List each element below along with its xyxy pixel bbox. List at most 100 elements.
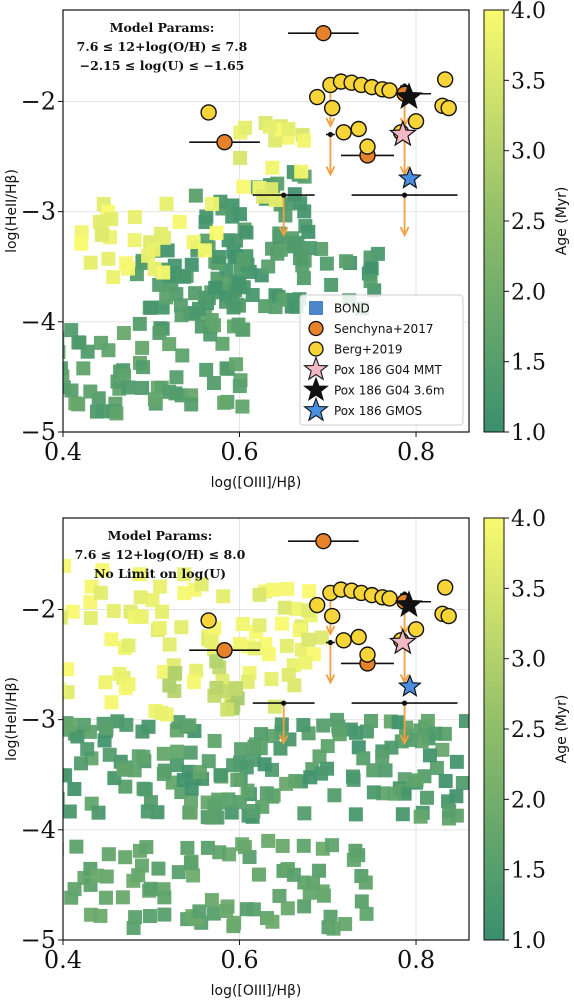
bond-model-square bbox=[207, 733, 222, 748]
bond-model-square bbox=[116, 762, 131, 777]
bond-models bbox=[63, 116, 385, 421]
bond-model-square bbox=[345, 769, 360, 784]
bond-model-square bbox=[213, 768, 228, 783]
bond-model-square bbox=[429, 760, 444, 775]
bond-model-square bbox=[268, 192, 283, 207]
bond-model-square bbox=[422, 748, 437, 763]
bond-model-square bbox=[139, 840, 154, 855]
bond-model-square bbox=[288, 601, 303, 616]
bond-model-square bbox=[303, 770, 318, 785]
bond-model-square bbox=[391, 715, 406, 730]
bond-model-square bbox=[296, 838, 311, 853]
bond-model-square bbox=[128, 910, 143, 925]
bond-model-square bbox=[403, 732, 418, 747]
colorbar-tick-label: 2.0 bbox=[511, 280, 546, 305]
bond-model-square bbox=[104, 212, 119, 227]
bond-model-square bbox=[359, 906, 374, 921]
bond-model-square bbox=[90, 868, 105, 883]
berg-point bbox=[350, 628, 367, 646]
bond-model-square bbox=[199, 209, 214, 224]
bond-model-square bbox=[312, 863, 327, 878]
bond-model-square bbox=[117, 368, 132, 383]
senchyna-point bbox=[315, 24, 332, 42]
bond-model-square bbox=[375, 749, 390, 764]
bond-model-square bbox=[39, 875, 53, 889]
bond-model-square bbox=[180, 840, 195, 855]
bond-model-square bbox=[152, 325, 167, 340]
bond-model-square bbox=[278, 208, 293, 223]
bond-model-square bbox=[67, 882, 82, 897]
bond-model-square bbox=[261, 833, 276, 848]
bond-model-square bbox=[147, 392, 162, 407]
bond-model-square bbox=[89, 404, 104, 419]
bond-model-square bbox=[63, 682, 66, 697]
bond-model-square bbox=[200, 840, 215, 855]
bond-model-square bbox=[157, 907, 172, 922]
bond-model-square bbox=[363, 250, 378, 265]
bond-model-square bbox=[339, 254, 354, 269]
bond-model-square bbox=[132, 567, 147, 582]
bond-model-square bbox=[63, 558, 71, 573]
model-params-annotation: Model Params: bbox=[108, 528, 213, 543]
bond-model-square bbox=[177, 586, 192, 601]
bond-model-square bbox=[275, 616, 290, 631]
bond-model-square bbox=[76, 361, 91, 376]
bond-model-square bbox=[235, 322, 250, 337]
bond-model-square bbox=[229, 233, 244, 248]
bond-model-square bbox=[140, 804, 155, 819]
berg-point bbox=[407, 621, 425, 638]
upper-limit-point bbox=[401, 192, 408, 198]
pox186-g04-36m-star bbox=[394, 590, 423, 617]
berg-point bbox=[440, 607, 457, 625]
bond-model-square bbox=[138, 782, 153, 797]
bond-model-square bbox=[63, 345, 66, 360]
bond-model-square bbox=[63, 331, 65, 346]
bond-model-square bbox=[65, 604, 80, 619]
upper-limit-point bbox=[327, 639, 334, 646]
bond-model-square bbox=[152, 621, 167, 636]
bond-model-square bbox=[237, 840, 252, 855]
bond-model-square bbox=[42, 764, 56, 778]
bond-model-square bbox=[314, 766, 329, 781]
model-params-annotation: Model Params: bbox=[110, 20, 215, 35]
bond-model-square bbox=[205, 196, 220, 211]
colorbar-tick-label: 1.5 bbox=[511, 351, 546, 376]
legend-marker-circle bbox=[308, 341, 324, 357]
pox186-g04-36m-star bbox=[394, 82, 423, 109]
bond-model-square bbox=[215, 336, 230, 351]
bond-model-square bbox=[63, 842, 64, 857]
berg-point bbox=[200, 104, 217, 121]
bond-model-square bbox=[252, 618, 267, 633]
bond-model-square bbox=[63, 662, 75, 677]
bond-model-square bbox=[281, 121, 296, 136]
bond-model-square bbox=[136, 360, 151, 375]
bond-model-square bbox=[93, 585, 108, 600]
bond-model-square bbox=[364, 261, 379, 276]
bond-model-square bbox=[157, 890, 172, 905]
bond-model-square bbox=[257, 757, 272, 772]
bond-model-square bbox=[240, 783, 255, 798]
bond-model-square bbox=[245, 288, 260, 303]
bond-model-square bbox=[286, 235, 301, 250]
y-tick-label: −4 bbox=[21, 308, 56, 336]
bond-model-square bbox=[279, 638, 294, 653]
bond-model-square bbox=[188, 188, 203, 203]
bond-model-square bbox=[106, 270, 121, 285]
bond-model-square bbox=[97, 733, 112, 748]
upper-limit-point bbox=[281, 192, 287, 198]
bond-model-square bbox=[314, 241, 329, 256]
bond-model-square bbox=[104, 632, 119, 647]
berg-point bbox=[323, 607, 341, 625]
model-params-annotation: No Limit on log(U) bbox=[94, 566, 226, 581]
bond-model-square bbox=[197, 243, 212, 258]
bond-model-square bbox=[236, 179, 251, 194]
bond-model-square bbox=[98, 890, 113, 905]
upper-limit-arrowhead bbox=[325, 117, 336, 129]
berg-point bbox=[308, 88, 326, 106]
bond-model-square bbox=[208, 280, 223, 295]
bond-model-square bbox=[273, 741, 288, 756]
bond-model-square bbox=[101, 847, 116, 862]
bond-model-square bbox=[156, 766, 171, 781]
colorbar-label: Age (Myr) bbox=[554, 695, 570, 764]
